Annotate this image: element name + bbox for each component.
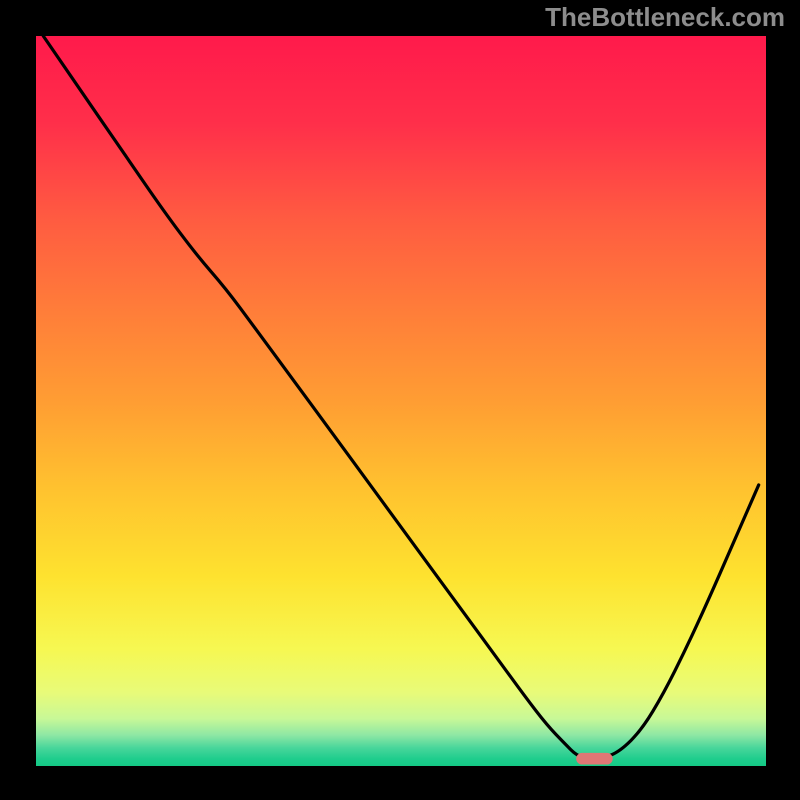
optimal-marker [576, 753, 613, 765]
bottleneck-chart [0, 0, 800, 800]
gradient-background [36, 36, 766, 766]
watermark-text: TheBottleneck.com [545, 2, 785, 33]
